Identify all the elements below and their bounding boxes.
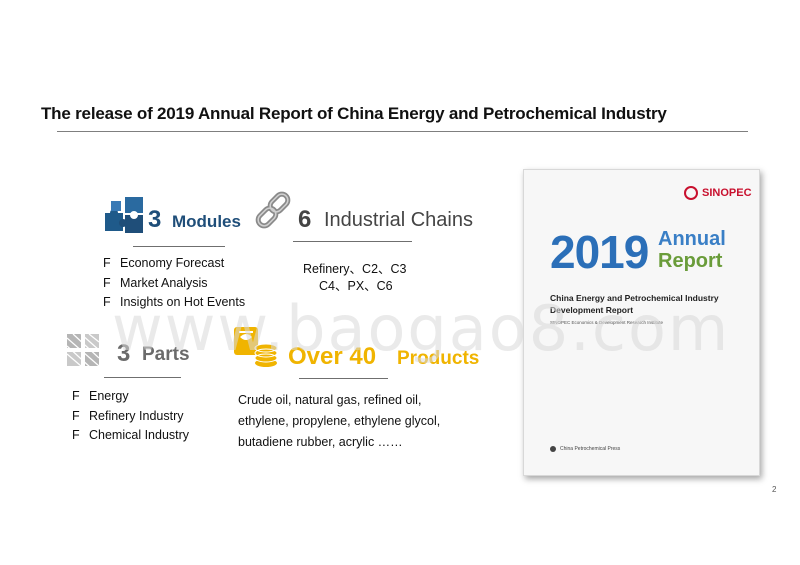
products-line: butadiene rubber, acrylic ……: [238, 435, 403, 449]
list-item: F Economy Forecast: [103, 256, 225, 270]
parts-list: F Energy F Refinery Industry F Chemical Ind…: [72, 387, 189, 446]
chains-number: 6: [298, 206, 312, 233]
cover-institute: SINOPEC Economics & Development Research…: [550, 320, 664, 325]
chains-line-2: C4、PX、C6: [319, 279, 393, 293]
publisher-logo-icon: [550, 446, 556, 452]
products-line: Crude oil, natural gas, refined oil,: [238, 393, 422, 407]
products-line: ethylene, propylene, ethylene glycol,: [238, 414, 441, 428]
parts-number: 3: [117, 340, 131, 367]
sinopec-logo-icon: [684, 186, 698, 200]
page-number: 2: [772, 485, 777, 494]
chains-line-1: Refinery、C2、C3: [303, 262, 407, 276]
products-label: Products: [397, 348, 480, 369]
modules-number: 3: [148, 206, 162, 233]
list-item: F Chemical Industry: [72, 428, 190, 442]
products-description: Crude oil, natural gas, refined oil, eth…: [238, 390, 440, 453]
cover-year: 2019: [550, 226, 649, 278]
cover-title-2: Development Report: [550, 305, 634, 315]
report-cover: SINOPEC 2019 Annual Report China Energy …: [523, 169, 760, 476]
modules-label: Modules: [172, 212, 241, 231]
title-divider: [57, 131, 748, 132]
list-item: F Insights on Hot Events: [103, 295, 246, 309]
chains-label: Industrial Chains: [324, 209, 473, 231]
modules-list: F Economy Forecast F Market Analysis F Insi…: [103, 254, 245, 313]
gears-icon: [64, 330, 104, 372]
products-number: Over 40: [288, 343, 377, 370]
parts-label: Parts: [142, 344, 190, 365]
cover-report: Report: [658, 250, 723, 272]
cover-publisher: China Petrochemical Press: [550, 446, 620, 452]
products-divider: [299, 378, 388, 379]
list-item: F Market Analysis: [103, 275, 208, 290]
modules-divider: [133, 246, 225, 247]
page-title: The release of 2019 Annual Report of Chi…: [41, 104, 667, 123]
sinopec-logo: SINOPEC: [684, 186, 752, 200]
cover-annual: Annual: [658, 228, 726, 250]
list-item: F Refinery Industry: [72, 408, 184, 423]
chain-link-icon: [253, 190, 295, 232]
oil-barrel-icon: [232, 325, 280, 369]
watermark: www.baogao8.com: [112, 292, 731, 365]
puzzle-icon: [103, 195, 145, 237]
parts-divider: [104, 377, 181, 378]
cover-title-1: China Energy and Petrochemical Industry: [550, 293, 719, 303]
list-item: F Energy: [72, 389, 129, 403]
chains-divider: [293, 241, 412, 242]
